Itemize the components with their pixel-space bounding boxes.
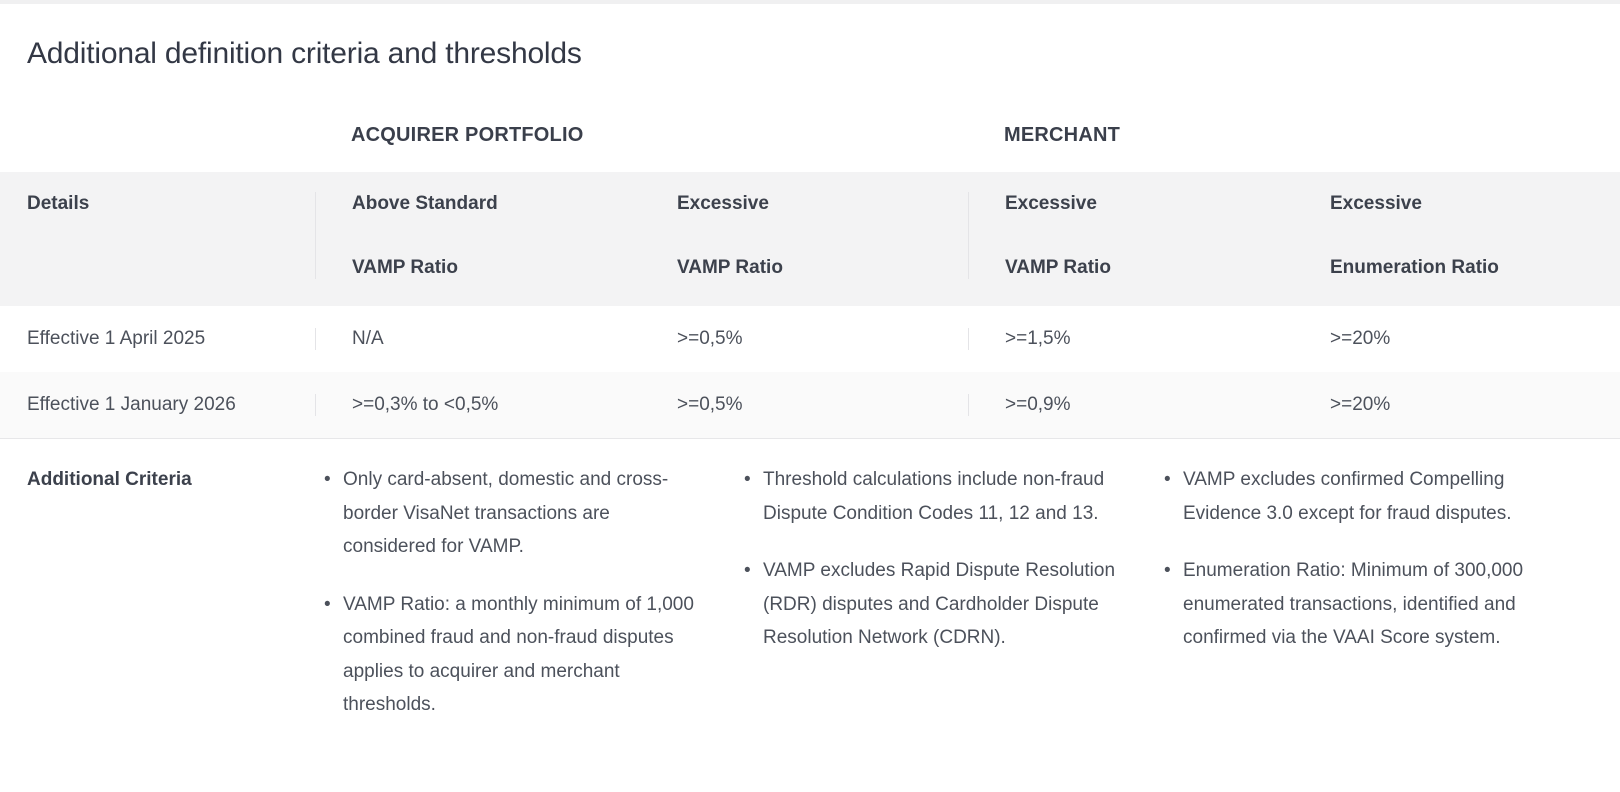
cell-excessive-merchant-vamp: >=0,9% bbox=[968, 394, 1294, 416]
cell-above-standard-vamp: N/A bbox=[315, 328, 641, 350]
cell-excessive-acquirer-vamp: >=0,5% bbox=[677, 328, 743, 349]
header-tier-label: Excessive bbox=[677, 193, 769, 214]
header-cell-excessive-acquirer: Excessive VAMP Ratio bbox=[641, 192, 968, 279]
header-ratio-label: VAMP Ratio bbox=[1005, 257, 1111, 278]
cell-excessive-merchant-enumeration: >=20% bbox=[1330, 394, 1391, 415]
criteria-bullet: VAMP Ratio: a monthly minimum of 1,000 c… bbox=[324, 588, 699, 722]
header-ratio-label: VAMP Ratio bbox=[352, 257, 458, 278]
header-tier-label: Excessive bbox=[1005, 193, 1097, 214]
row-label: Effective 1 January 2026 bbox=[27, 394, 236, 415]
criteria-column-calculations: Threshold calculations include non-fraud… bbox=[735, 463, 1155, 746]
header-cell-excessive-merchant-vamp: Excessive VAMP Ratio bbox=[968, 192, 1294, 279]
criteria-bullet: Enumeration Ratio: Minimum of 300,000 en… bbox=[1164, 554, 1539, 655]
section-top-divider bbox=[0, 0, 1620, 4]
cell-excessive-merchant-vamp: >=1,5% bbox=[968, 328, 1294, 350]
criteria-bullet: Threshold calculations include non-fraud… bbox=[744, 463, 1119, 530]
additional-criteria-section: Additional Criteria Only card-absent, do… bbox=[0, 439, 1620, 746]
cell-excessive-acquirer-vamp: >=0,5% bbox=[677, 394, 743, 415]
section-title: Additional definition criteria and thres… bbox=[27, 37, 582, 70]
header-tier-label: Excessive bbox=[1330, 193, 1422, 214]
group-header-merchant: MERCHANT bbox=[1004, 124, 1121, 146]
header-ratio-label: VAMP Ratio bbox=[677, 257, 783, 278]
criteria-bullet: Only card-absent, domestic and cross-bor… bbox=[324, 463, 699, 564]
cell-excessive-merchant-enumeration: >=20% bbox=[1330, 328, 1391, 349]
criteria-bullet: VAMP excludes Rapid Dispute Resolution (… bbox=[744, 554, 1119, 655]
header-cell-details: Details bbox=[0, 192, 315, 279]
table-group-header-row: ACQUIRER PORTFOLIO MERCHANT bbox=[0, 124, 1620, 147]
row-label: Effective 1 April 2025 bbox=[27, 328, 206, 349]
criteria-bullet: VAMP excludes confirmed Compelling Evide… bbox=[1164, 463, 1539, 530]
details-header-label: Details bbox=[27, 193, 90, 214]
table-row-effective-april-2025: Effective 1 April 2025 N/A >=0,5% >=1,5%… bbox=[0, 306, 1620, 372]
additional-criteria-label: Additional Criteria bbox=[27, 469, 192, 490]
criteria-column-acquirer: Only card-absent, domestic and cross-bor… bbox=[315, 463, 735, 746]
cell-above-standard-vamp: >=0,3% to <0,5% bbox=[315, 394, 641, 416]
group-header-spacer bbox=[0, 124, 315, 147]
header-tier-label: Above Standard bbox=[352, 193, 498, 214]
header-ratio-label: Enumeration Ratio bbox=[1330, 257, 1499, 278]
table-header-row: Details Above Standard VAMP Ratio Excess… bbox=[0, 172, 1620, 306]
group-header-acquirer-portfolio: ACQUIRER PORTFOLIO bbox=[351, 124, 584, 146]
header-cell-excessive-merchant-enumeration: Excessive Enumeration Ratio bbox=[1294, 192, 1620, 279]
table-row-effective-january-2026: Effective 1 January 2026 >=0,3% to <0,5%… bbox=[0, 372, 1620, 439]
criteria-column-exclusions: VAMP excludes confirmed Compelling Evide… bbox=[1155, 463, 1575, 746]
header-cell-above-standard: Above Standard VAMP Ratio bbox=[315, 192, 641, 279]
